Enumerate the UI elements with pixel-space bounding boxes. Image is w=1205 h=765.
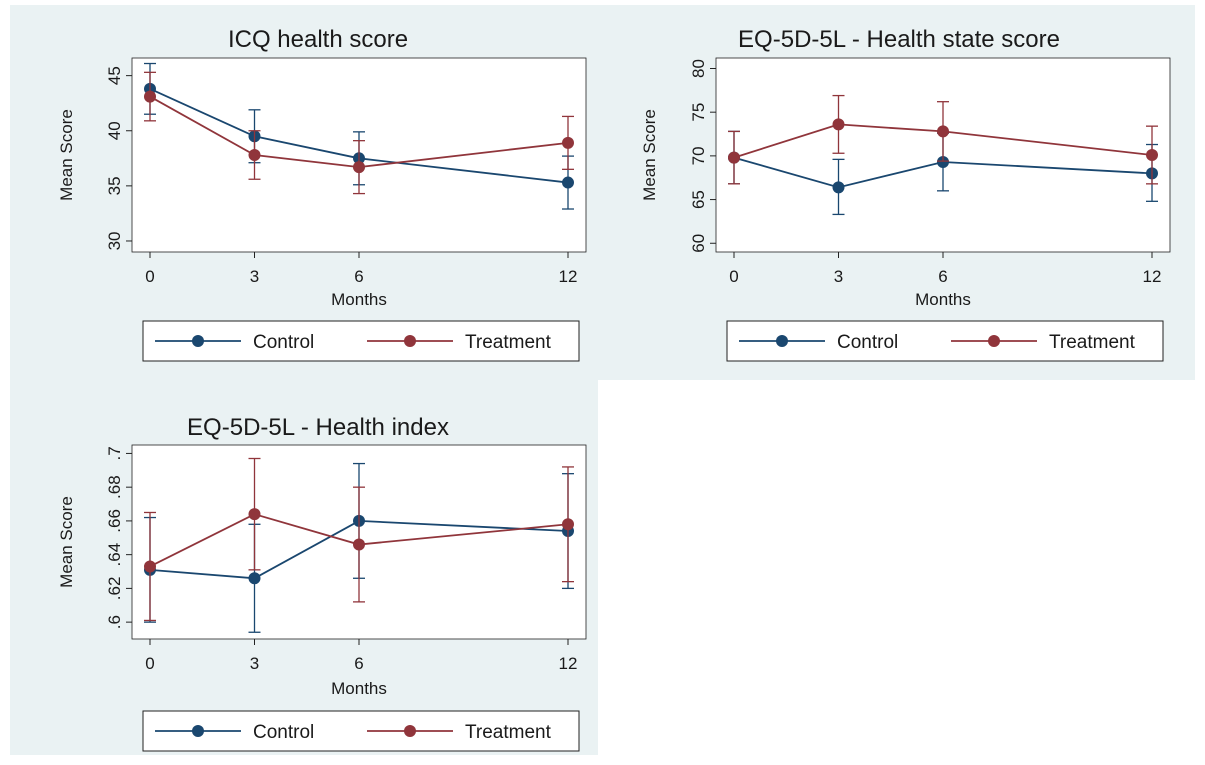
y-tick-label: 35 <box>105 176 124 195</box>
x-tick-label: 12 <box>559 654 578 673</box>
data-point <box>562 136 574 149</box>
series-line <box>733 123 1153 159</box>
chart-2: EQ-5D-5L - Health state score6065707580M… <box>640 26 1171 362</box>
y-tick-label: 65 <box>689 190 708 209</box>
series-line <box>149 520 569 580</box>
chart-1: ICQ health score 30 35 40 45 Mean Score 0 3 6 12 M… <box>57 26 587 362</box>
x-tick-label: 3 <box>250 267 259 286</box>
y-tick-label: .62 <box>105 577 124 601</box>
x-axis-label: Months <box>915 290 971 309</box>
legend: Control Treatment <box>142 320 580 362</box>
x-tick-label: 6 <box>938 267 947 286</box>
data-point <box>832 181 845 194</box>
y-axis-label: Mean Score <box>57 109 76 201</box>
x-tick-label: 0 <box>145 654 154 673</box>
series-line <box>733 156 1153 189</box>
data-point <box>248 149 261 161</box>
data-point <box>248 508 261 521</box>
data-point <box>562 518 574 531</box>
data-point <box>248 572 261 585</box>
x-tick-label: 3 <box>250 654 259 673</box>
x-axis-label: Months <box>331 679 387 698</box>
x-tick-label: 0 <box>729 267 738 286</box>
x-axis-label: Months <box>331 290 387 309</box>
x-tick-label: 6 <box>354 267 363 286</box>
x-tick-label: 0 <box>145 267 154 286</box>
x-tick-label: 12 <box>1143 267 1162 286</box>
data-point <box>832 118 845 131</box>
x-tick-label: 6 <box>354 654 363 673</box>
y-axis-label: Mean Score <box>640 109 659 201</box>
series-line <box>149 88 569 184</box>
series-treatment <box>144 71 574 195</box>
y-tick-label: .66 <box>105 509 124 533</box>
y-tick-label: .68 <box>105 475 124 499</box>
data-point <box>728 151 740 164</box>
legend-label: Treatment <box>465 332 552 353</box>
legend-label: Control <box>837 332 898 353</box>
chart-title: ICQ health score <box>228 26 408 53</box>
series-line <box>149 513 569 568</box>
y-tick-label: 40 <box>105 121 124 140</box>
chart-title: EQ-5D-5L - Health state score <box>738 26 1060 53</box>
x-tick-label: 12 <box>559 267 578 286</box>
y-tick-label: 70 <box>689 146 708 165</box>
y-tick-label: 30 <box>105 232 124 251</box>
y-tick-label: 60 <box>689 234 708 253</box>
chart-3: EQ-5D-5L - Health index .6 .62 .64 .66 .68 .7 M… <box>57 414 587 752</box>
data-point <box>937 155 949 168</box>
y-tick-label: 45 <box>105 66 124 85</box>
data-point <box>144 90 156 103</box>
chart-title: EQ-5D-5L - Health index <box>187 414 449 441</box>
series-treatment <box>728 94 1158 185</box>
legend-label: Treatment <box>465 722 552 743</box>
y-tick-label: .64 <box>105 543 124 567</box>
y-tick-label: 75 <box>689 103 708 122</box>
legend-marker <box>776 335 788 347</box>
series-line <box>149 95 569 169</box>
y-tick-label: .6 <box>105 615 124 629</box>
legend-marker <box>404 335 416 347</box>
legend: Control Treatment <box>726 320 1164 362</box>
data-point <box>353 161 365 174</box>
data-point <box>1146 149 1158 161</box>
legend-marker <box>988 335 1000 347</box>
data-point <box>144 560 156 573</box>
y-tick-label: 80 <box>689 59 708 78</box>
y-axis-label: Mean Score <box>57 496 76 588</box>
legend: Control Treatment <box>142 710 580 752</box>
data-point <box>353 538 365 551</box>
legend-label: Treatment <box>1049 332 1136 353</box>
data-point <box>562 176 574 189</box>
legend-marker <box>404 725 416 737</box>
legend-marker <box>192 335 204 347</box>
x-tick-label: 3 <box>834 267 843 286</box>
legend-label: Control <box>253 722 314 743</box>
series-treatment <box>144 457 574 622</box>
plot-area <box>131 57 587 253</box>
legend-marker <box>192 725 204 737</box>
data-point <box>937 125 949 138</box>
legend-label: Control <box>253 332 314 353</box>
y-tick-label: .7 <box>105 446 124 460</box>
